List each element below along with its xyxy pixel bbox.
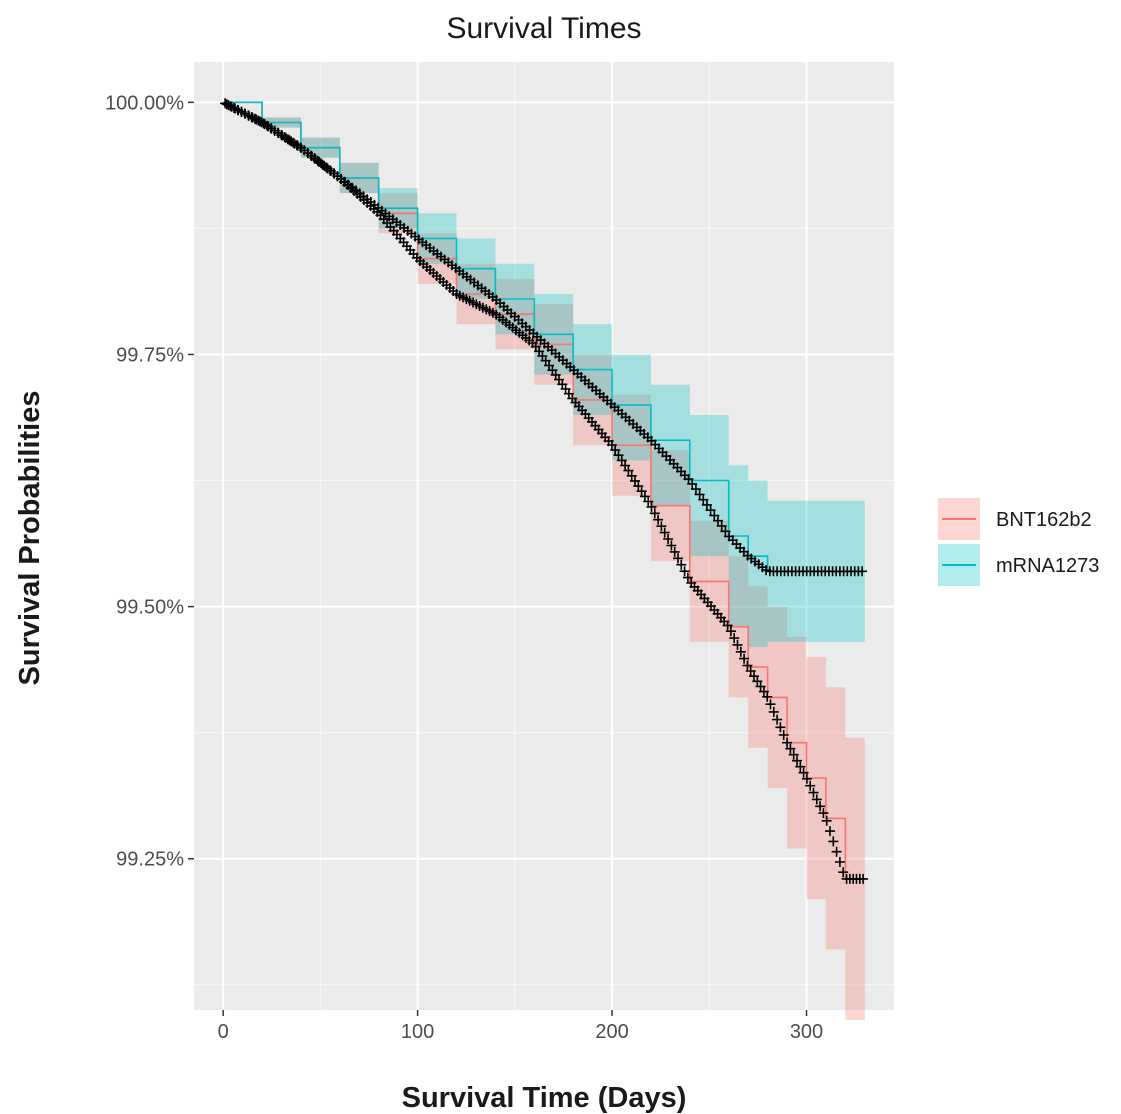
censor-mark-bnt162b2 xyxy=(775,722,786,733)
censor-mark-bnt162b2 xyxy=(663,534,674,544)
censor-mark-bnt162b2 xyxy=(729,633,740,644)
survival-lines xyxy=(223,101,865,880)
censor-mark-bnt162b2 xyxy=(735,646,746,657)
x-axis-title: Survival Time (Days) xyxy=(402,1082,687,1114)
y-axis-title: Survival Probabilities xyxy=(14,391,46,686)
censor-mark-bnt162b2 xyxy=(768,706,779,717)
censor-mark-bnt162b2 xyxy=(613,450,624,461)
censor-mark-bnt162b2 xyxy=(626,470,637,481)
y-axis-ticks: 99.25% 99.50% 99.75% 100.00% xyxy=(105,92,194,871)
censor-mark-bnt162b2 xyxy=(616,455,627,466)
plot-panel xyxy=(194,62,894,1010)
censor-marks xyxy=(220,98,869,884)
censor-mark-mrna1273 xyxy=(709,510,720,521)
censor-mark-bnt162b2 xyxy=(722,620,733,631)
censor-mark-bnt162b2 xyxy=(788,749,799,760)
x-tick-label: 200 xyxy=(595,1021,628,1043)
y-tick-label: 100.00% xyxy=(105,92,184,114)
censor-mark-bnt162b2 xyxy=(831,846,842,857)
censor-mark-bnt162b2 xyxy=(745,666,756,676)
censor-mark-mrna1273 xyxy=(698,494,709,505)
censor-mark-mrna1273 xyxy=(720,526,731,537)
censor-mark-bnt162b2 xyxy=(606,440,617,450)
censor-mark-bnt162b2 xyxy=(673,553,683,564)
censor-mark-bnt162b2 xyxy=(778,730,789,740)
censor-mark-bnt162b2 xyxy=(725,626,736,637)
x-axis-ticks: 0 100 200 300 xyxy=(218,1010,823,1043)
censor-mark-bnt162b2 xyxy=(623,465,634,476)
censor-mark-bnt162b2 xyxy=(858,873,869,884)
censor-mark-bnt162b2 xyxy=(838,867,849,878)
censor-mark-mrna1273 xyxy=(857,566,868,577)
censor-mark-bnt162b2 xyxy=(643,496,654,507)
censor-mark-bnt162b2 xyxy=(742,660,753,671)
censor-mark-bnt162b2 xyxy=(795,761,806,772)
censor-mark-mrna1273 xyxy=(690,484,701,495)
censor-mark-bnt162b2 xyxy=(828,836,839,847)
confidence-band-bnt162b2 xyxy=(223,102,865,1021)
censor-mark-bnt162b2 xyxy=(749,671,759,682)
censor-mark-bnt162b2 xyxy=(653,514,664,525)
x-tick-label: 300 xyxy=(790,1021,823,1043)
survival-line-mrna1273 xyxy=(223,101,865,573)
censor-mark-mrna1273 xyxy=(716,521,727,531)
censor-mark-bnt162b2 xyxy=(639,491,650,502)
censor-mark-bnt162b2 xyxy=(666,540,677,551)
grid-major xyxy=(194,62,894,1010)
censor-mark-bnt162b2 xyxy=(732,639,743,650)
grid-minor xyxy=(194,62,894,1010)
y-tick-label: 99.50% xyxy=(116,597,184,619)
censor-mark-bnt162b2 xyxy=(811,794,822,805)
censor-mark-bnt162b2 xyxy=(633,481,644,492)
censor-mark-bnt162b2 xyxy=(676,559,687,570)
censor-mark-bnt162b2 xyxy=(808,787,819,798)
legend: BNT162b2 mRNA1273 xyxy=(938,498,1099,586)
censor-mark-bnt162b2 xyxy=(752,676,763,687)
censor-mark-bnt162b2 xyxy=(821,815,832,826)
censor-mark-mrna1273 xyxy=(705,505,716,516)
censor-mark-bnt162b2 xyxy=(682,572,693,583)
censor-mark-bnt162b2 xyxy=(825,826,835,837)
censor-mark-bnt162b2 xyxy=(646,501,657,512)
confidence-band-mrna1273 xyxy=(223,102,865,647)
censor-mark-bnt162b2 xyxy=(798,767,809,778)
censor-mark-bnt162b2 xyxy=(610,445,621,456)
censor-mark-bnt162b2 xyxy=(669,546,680,557)
censor-mark-bnt162b2 xyxy=(782,737,793,748)
censor-mark-bnt162b2 xyxy=(801,773,812,784)
censor-mark-bnt162b2 xyxy=(649,508,660,519)
censor-mark-bnt162b2 xyxy=(792,755,802,766)
censor-mark-bnt162b2 xyxy=(805,780,816,791)
legend-label-bnt162b2: BNT162b2 xyxy=(996,509,1092,531)
censor-mark-mrna1273 xyxy=(701,499,712,510)
censor-mark-bnt162b2 xyxy=(630,475,640,486)
censor-mark-mrna1273 xyxy=(687,478,698,489)
censor-mark-bnt162b2 xyxy=(758,686,769,697)
censor-mark-bnt162b2 xyxy=(834,857,845,867)
y-tick-label: 99.75% xyxy=(116,344,184,366)
censor-mark-bnt162b2 xyxy=(765,699,776,710)
censor-mark-bnt162b2 xyxy=(815,801,826,812)
censor-mark-bnt162b2 xyxy=(785,743,796,754)
censor-mark-mrna1273 xyxy=(694,489,705,500)
legend-label-mrna1273: mRNA1273 xyxy=(996,555,1099,577)
x-tick-label: 0 xyxy=(218,1021,229,1043)
censor-mark-bnt162b2 xyxy=(772,714,783,725)
censor-mark-bnt162b2 xyxy=(620,460,631,471)
censor-mark-bnt162b2 xyxy=(818,808,829,819)
censor-mark-bnt162b2 xyxy=(656,521,667,532)
confidence-bands xyxy=(223,102,865,1021)
censor-mark-bnt162b2 xyxy=(762,691,773,702)
censor-mark-bnt162b2 xyxy=(636,486,647,497)
chart-title: Survival Times xyxy=(446,12,641,45)
censor-mark-bnt162b2 xyxy=(659,527,670,538)
censor-mark-bnt162b2 xyxy=(739,653,750,664)
x-tick-label: 100 xyxy=(401,1021,434,1043)
censor-mark-mrna1273 xyxy=(713,515,723,526)
y-tick-label: 99.25% xyxy=(116,849,184,871)
censor-mark-bnt162b2 xyxy=(679,566,690,577)
censor-mark-bnt162b2 xyxy=(755,681,766,692)
